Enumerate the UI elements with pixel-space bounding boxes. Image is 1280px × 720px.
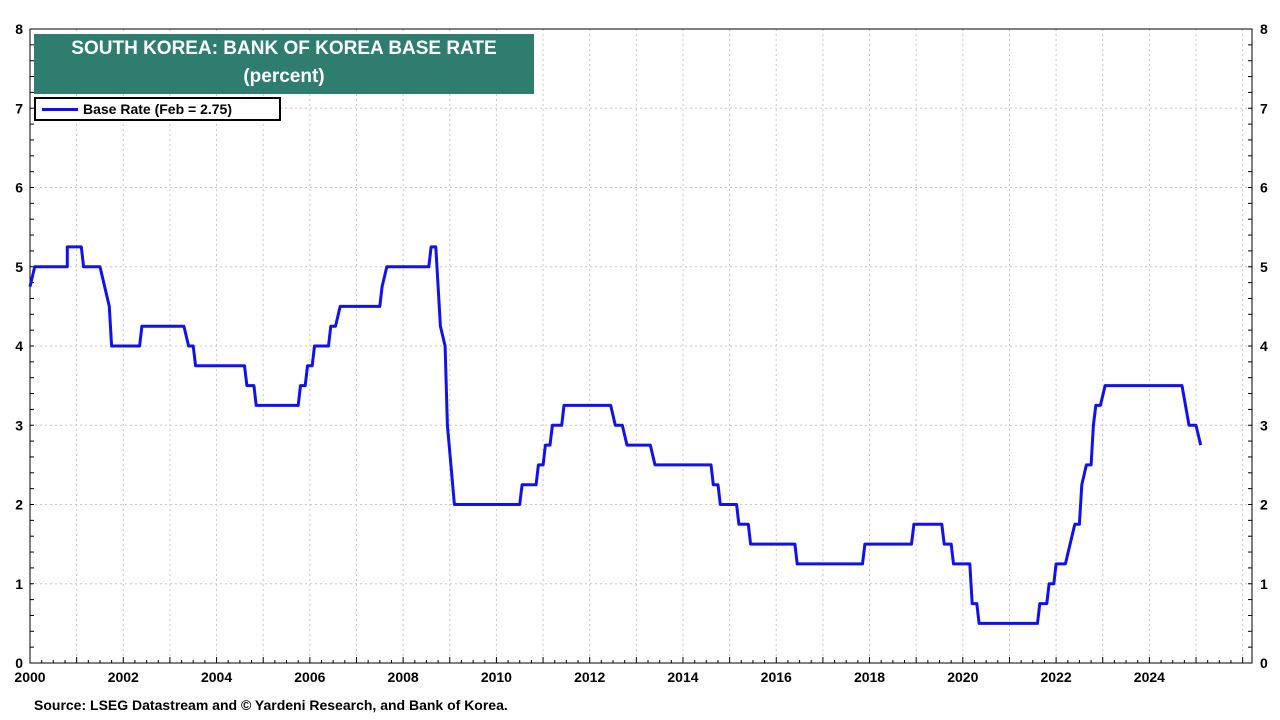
y-tick-label-right: 7	[1260, 100, 1268, 116]
x-tick-label: 2008	[388, 669, 419, 685]
legend: Base Rate (Feb = 2.75)	[34, 97, 281, 121]
y-tick-label-left: 8	[15, 21, 23, 37]
chart-subtitle: (percent)	[243, 66, 325, 87]
x-tick-label: 2022	[1041, 669, 1072, 685]
y-tick-label-right: 0	[1260, 655, 1268, 671]
y-tick-label-left: 3	[15, 417, 23, 433]
x-axis: 2000 2002 2004 2006 2008 2010 2012 2014 2016 2018…	[14, 657, 1244, 685]
x-tick-label: 2010	[481, 669, 512, 685]
x-tick-label: 2016	[761, 669, 792, 685]
x-tick-label: 2014	[667, 669, 698, 685]
grid-lines	[29, 29, 1252, 663]
y-tick-label-left: 4	[15, 338, 23, 354]
x-tick-label: 2020	[947, 669, 978, 685]
y-tick-label-right: 1	[1260, 576, 1268, 592]
x-tick-label: 2002	[108, 669, 139, 685]
chart-title: SOUTH KOREA: BANK OF KOREA BASE RATE	[71, 38, 497, 59]
y-tick-label-right: 5	[1260, 259, 1268, 275]
y-axis-left: 0 1 2 3 4 5 6 7 8	[15, 21, 34, 671]
legend-swatch	[42, 108, 78, 111]
y-tick-label-right: 2	[1260, 497, 1268, 513]
legend-entry-label: Base Rate (Feb = 2.75)	[83, 101, 233, 117]
y-tick-label-right: 6	[1260, 180, 1268, 196]
y-tick-label-left: 7	[15, 100, 23, 116]
x-tick-label: 2004	[201, 669, 232, 685]
y-tick-label-left: 0	[15, 655, 23, 671]
y-tick-label-left: 2	[15, 497, 23, 513]
x-tick-label: 2012	[574, 669, 605, 685]
x-tick-label: 2006	[294, 669, 325, 685]
y-tick-label-left: 6	[15, 180, 23, 196]
source-note: Source: LSEG Datastream and © Yardeni Re…	[34, 697, 508, 713]
y-axis-right: 0 1 2 3 4 5 6 7 8	[1248, 21, 1268, 671]
y-tick-label-right: 4	[1260, 338, 1268, 354]
x-tick-label: 2018	[854, 669, 885, 685]
y-tick-label-left: 5	[15, 259, 23, 275]
x-tick-label: 2000	[14, 669, 45, 685]
chart-title-box: SOUTH KOREA: BANK OF KOREA BASE RATE (pe…	[34, 34, 534, 94]
series-line-base-rate	[28, 245, 1203, 625]
y-tick-label-right: 3	[1260, 417, 1268, 433]
y-tick-label-right: 8	[1260, 21, 1268, 37]
x-tick-label: 2024	[1134, 669, 1165, 685]
y-tick-label-left: 1	[15, 576, 23, 592]
